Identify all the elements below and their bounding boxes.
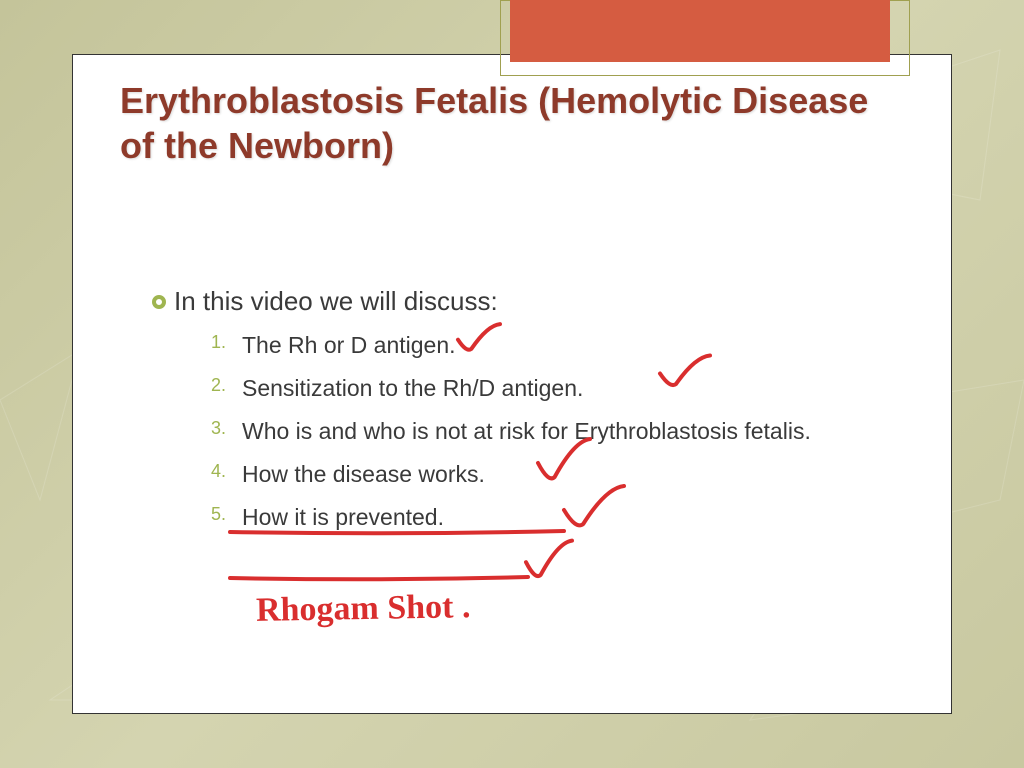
- item-text: How it is prevented.: [242, 502, 444, 533]
- item-number: 1.: [200, 330, 226, 354]
- list-item: 2. Sensitization to the Rh/D antigen.: [200, 373, 880, 404]
- item-number: 5.: [200, 502, 226, 526]
- item-text: Who is and who is not at risk for Erythr…: [242, 416, 811, 447]
- accent-block: [510, 0, 890, 62]
- list-item: 1. The Rh or D antigen.: [200, 330, 880, 361]
- list-item: 3. Who is and who is not at risk for Ery…: [200, 416, 880, 447]
- list-item: 5. How it is prevented.: [200, 502, 880, 533]
- numbered-list: 1. The Rh or D antigen. 2. Sensitization…: [200, 330, 880, 545]
- slide-title: Erythroblastosis Fetalis (Hemolytic Dise…: [120, 78, 880, 168]
- handwritten-note: Rhogam Shot .: [256, 588, 471, 630]
- item-number: 2.: [200, 373, 226, 397]
- item-text: Sensitization to the Rh/D antigen.: [242, 373, 583, 404]
- item-text: The Rh or D antigen.: [242, 330, 456, 361]
- list-item: 4. How the disease works.: [200, 459, 880, 490]
- intro-text: In this video we will discuss:: [174, 286, 498, 317]
- item-number: 4.: [200, 459, 226, 483]
- item-number: 3.: [200, 416, 226, 440]
- ring-bullet-icon: [152, 295, 166, 309]
- intro-row: In this video we will discuss:: [152, 286, 498, 317]
- item-text: How the disease works.: [242, 459, 485, 490]
